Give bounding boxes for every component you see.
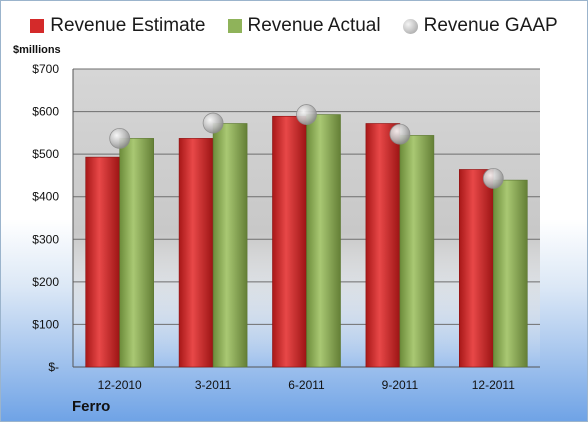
- x-tick-label: 6-2011: [288, 378, 325, 392]
- bar-revenue-estimate: [178, 138, 214, 368]
- y-tick-label: $200: [32, 275, 59, 289]
- legend-item-estimate: Revenue Estimate: [30, 15, 206, 37]
- bar-revenue-actual: [306, 114, 341, 368]
- x-tick-label: 9-2011: [382, 378, 419, 392]
- x-tick-label: 12-2010: [98, 378, 142, 392]
- marker-revenue-gaap: [482, 168, 504, 189]
- marker-revenue-gaap: [109, 127, 131, 149]
- legend-swatch-gaap: [402, 18, 418, 34]
- bar-revenue-actual: [119, 138, 154, 368]
- legend-item-gaap: Revenue GAAP: [402, 15, 558, 37]
- y-tick-label: $500: [32, 147, 59, 161]
- bar-revenue-estimate: [85, 156, 120, 368]
- bar-revenue-actual: [492, 179, 528, 368]
- x-tick-label: 12-2011: [472, 378, 515, 392]
- marker-revenue-gaap: [202, 112, 224, 134]
- x-tick-label: 3-2011: [195, 378, 232, 392]
- legend-item-actual: Revenue Actual: [227, 15, 381, 37]
- legend-swatch-estimate: [30, 19, 45, 33]
- legend: Revenue Estimate Revenue Actual Revenue …: [1, 15, 587, 37]
- y-tick-label: $400: [32, 190, 59, 204]
- y-tick-label: $-: [48, 360, 59, 374]
- y-tick-label: $700: [32, 62, 59, 76]
- y-tick-label: $600: [32, 105, 59, 119]
- legend-label-actual: Revenue Actual: [247, 15, 381, 36]
- bar-revenue-estimate: [365, 123, 401, 368]
- y-axis-label: $millions: [13, 44, 61, 56]
- y-tick-label: $300: [32, 232, 59, 246]
- bar-revenue-estimate: [272, 115, 307, 368]
- bar-revenue-actual: [212, 123, 248, 368]
- company-name: Ferro: [72, 398, 111, 415]
- bar-revenue-actual: [399, 135, 435, 368]
- legend-label-gaap: Revenue GAAP: [423, 15, 558, 36]
- marker-revenue-gaap: [389, 123, 411, 145]
- legend-swatch-actual: [227, 19, 242, 33]
- bar-revenue-estimate: [458, 169, 494, 368]
- y-tick-label: $100: [32, 317, 59, 331]
- marker-revenue-gaap: [296, 104, 317, 125]
- legend-label-estimate: Revenue Estimate: [50, 15, 206, 36]
